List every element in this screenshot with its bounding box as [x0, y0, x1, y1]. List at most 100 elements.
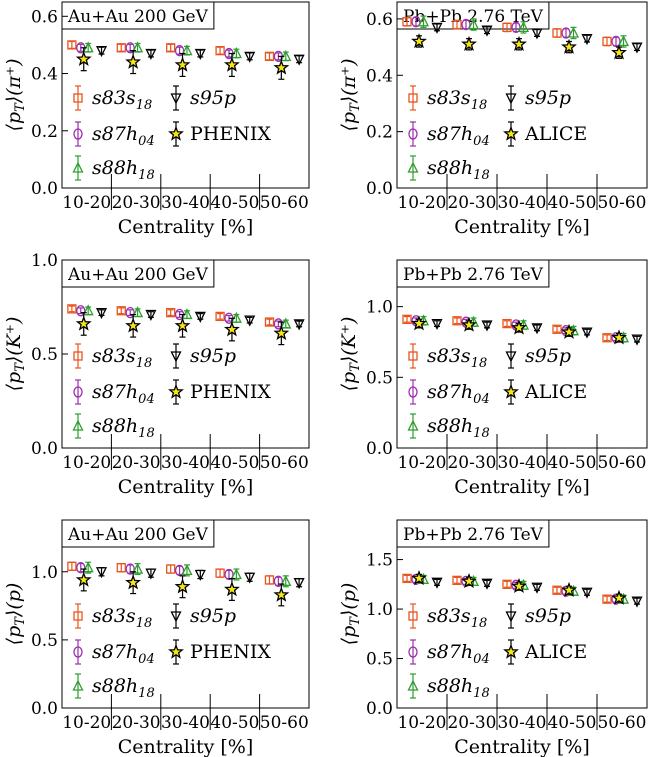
y-tick-label: 0.4 — [366, 66, 393, 86]
legend-label: s83s18 — [427, 605, 487, 631]
data-point — [293, 578, 305, 590]
data-point — [531, 582, 543, 594]
title-box — [396, 519, 550, 548]
data-point — [224, 568, 234, 581]
series-alice — [411, 570, 627, 605]
data-point — [273, 324, 290, 341]
legend-marker — [73, 93, 83, 103]
series-phenix — [75, 312, 290, 346]
data-point — [194, 569, 206, 581]
data-point — [75, 50, 92, 66]
y-tick-label: 0.0 — [366, 439, 393, 459]
data-point — [166, 564, 176, 574]
x-axis-label: Centrality [%] — [454, 736, 590, 757]
y-tick-label: 1.0 — [31, 251, 58, 271]
title-box — [61, 519, 215, 548]
x-tick-label: 30-40 — [161, 713, 210, 733]
x-tick-label: 30-40 — [497, 193, 546, 213]
legend-marker — [505, 93, 517, 105]
data-point — [481, 578, 493, 590]
data-point — [611, 44, 627, 60]
x-tick-label: 30-40 — [497, 453, 546, 473]
legend-marker — [73, 611, 83, 621]
legend-label: s95p — [190, 87, 236, 109]
series-s83s18 — [67, 40, 275, 62]
data-point — [561, 323, 577, 339]
panel-title: Au+Au 200 GeV — [67, 265, 209, 285]
legend-marker — [408, 611, 418, 621]
legend-marker — [505, 351, 517, 363]
x-tick-label: 40-50 — [547, 713, 596, 733]
data-point — [244, 572, 256, 584]
y-axis-label: ⟨pT⟩(π⁺) — [3, 58, 28, 131]
data-point — [452, 575, 462, 586]
legend-marker — [408, 646, 418, 658]
title-box — [61, 1, 215, 30]
legend-marker — [408, 351, 418, 361]
x-tick-label: 10-20 — [397, 193, 446, 213]
x-axis-label: Centrality [%] — [118, 216, 254, 238]
legend-marker — [505, 611, 517, 623]
data-point — [561, 38, 577, 54]
data-point — [125, 317, 142, 333]
y-tick-label: 0.0 — [366, 699, 393, 719]
data-point — [125, 42, 135, 54]
legend-marker — [168, 383, 184, 399]
series-s95p — [431, 577, 643, 608]
data-point — [125, 306, 135, 319]
legend-marker — [73, 386, 83, 398]
data-point — [67, 304, 77, 314]
y-tick-label: 1.5 — [366, 551, 393, 571]
x-axis-label: Centrality [%] — [454, 216, 590, 238]
legend-label: s87h04 — [92, 381, 155, 407]
legend-marker — [73, 128, 83, 140]
legend-marker — [168, 643, 184, 659]
x-tick-label: 10-20 — [397, 453, 446, 473]
series-s95p — [95, 567, 305, 590]
x-tick-label: 40-50 — [210, 193, 259, 213]
data-point — [611, 329, 627, 345]
legend-label: s88h18 — [427, 415, 490, 441]
x-tick-label: 50-60 — [597, 713, 646, 733]
panel-title: Pb+Pb 2.76 TeV — [403, 7, 544, 27]
data-point — [581, 327, 593, 339]
legend-marker — [168, 125, 184, 141]
y-axis-label: ⟨pT⟩(K⁺) — [3, 317, 28, 392]
data-point — [116, 43, 126, 53]
data-point — [502, 22, 512, 33]
x-axis-label: Centrality [%] — [118, 476, 254, 498]
data-point — [145, 568, 157, 580]
panel-title: Pb+Pb 2.76 TeV — [403, 265, 544, 285]
legend-label: s88h18 — [427, 675, 490, 701]
x-tick-label: 20-30 — [112, 713, 161, 733]
x-tick-label: 20-30 — [447, 453, 496, 473]
y-axis-label: ⟨pT⟩(p) — [3, 583, 28, 646]
legend-label: s88h18 — [92, 157, 155, 183]
legend-label: s88h18 — [92, 415, 155, 441]
legend-label: s95p — [190, 605, 236, 627]
data-point — [461, 572, 477, 589]
legend-label: s83s18 — [92, 87, 152, 113]
series-s88h18 — [82, 561, 292, 588]
data-point — [194, 48, 206, 60]
data-point — [461, 18, 471, 31]
chart-panel: 0.0 0.5 1.0 10-20 20-30 30-40 40-50 50-60 Centra… — [338, 259, 648, 498]
legend-label: s83s18 — [92, 345, 152, 371]
data-point — [244, 315, 256, 327]
x-tick-label: 30-40 — [161, 453, 210, 473]
series-phenix — [75, 568, 290, 607]
x-tick-label: 30-40 — [497, 713, 546, 733]
data-point — [82, 304, 94, 316]
legend-marker — [73, 351, 83, 361]
x-tick-label: 50-60 — [260, 453, 309, 473]
x-tick-label: 10-20 — [62, 453, 111, 473]
data-point — [280, 317, 292, 329]
data-point — [125, 574, 142, 590]
data-point — [223, 321, 240, 337]
x-tick-label: 40-50 — [210, 453, 259, 473]
data-point — [116, 306, 126, 316]
y-tick-label: 0.0 — [31, 699, 58, 719]
data-point — [511, 21, 521, 34]
legend-marker — [407, 679, 419, 691]
